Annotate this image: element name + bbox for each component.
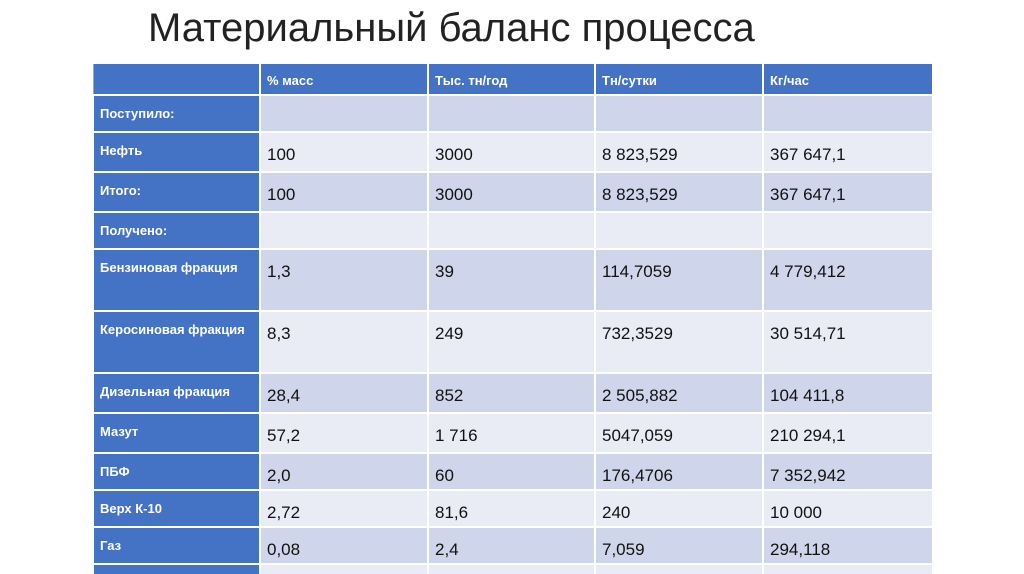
column-header: Тн/сутки	[594, 62, 764, 96]
table-cell: 60	[427, 452, 596, 491]
table-cell	[259, 211, 429, 250]
table-row: Поступило:	[92, 94, 934, 133]
table-row: Керосиновая фракция 8,3 249 732,3529 30 …	[92, 310, 934, 374]
row-label: Керосиновая фракция	[92, 310, 261, 374]
row-label: ПБФ	[92, 452, 261, 491]
table-cell	[594, 94, 764, 133]
table-cell: 249	[427, 310, 596, 374]
table-cell: 367 647,1	[762, 171, 934, 213]
table-cell: 57,2	[259, 412, 429, 454]
table-cell: 0,08	[259, 526, 429, 565]
table-cell: 10 000	[762, 489, 934, 528]
table-cell: 8,3	[259, 310, 429, 374]
row-label: Дизельная фракция	[92, 372, 261, 414]
row-label: Нефть	[92, 131, 261, 173]
row-label: Газ	[92, 526, 261, 565]
column-header: % масс	[259, 62, 429, 96]
table-cell	[259, 563, 429, 574]
table-cell: 39	[427, 248, 596, 312]
table-cell	[762, 563, 934, 574]
table-cell: 4 779,412	[762, 248, 934, 312]
column-header: Кг/час	[762, 62, 934, 96]
table-cell: 2 505,882	[594, 372, 764, 414]
table-row: Получено:	[92, 211, 934, 250]
table-row: Верх К-10 2,72 81,6 240 10 000	[92, 489, 934, 528]
table-cell: 114,7059	[594, 248, 764, 312]
table-row: Газ 0,08 2,4 7,059 294,118	[92, 526, 934, 565]
table-cell: 1,3	[259, 248, 429, 312]
row-label	[92, 563, 261, 574]
table-row: Дизельная фракция 28,4 852 2 505,882 104…	[92, 372, 934, 414]
row-label: Мазут	[92, 412, 261, 454]
slide-title: Материальный баланс процесса	[148, 6, 755, 50]
header-row: % масс Тыс. тн/год Тн/сутки Кг/час	[92, 62, 934, 96]
table-cell	[762, 94, 934, 133]
table-cell: 1 716	[427, 412, 596, 454]
table-cell: 81,6	[427, 489, 596, 528]
table-cell	[259, 94, 429, 133]
table-row: Мазут 57,2 1 716 5047,059 210 294,1	[92, 412, 934, 454]
table-cell: 30 514,71	[762, 310, 934, 374]
table-cell: 7,059	[594, 526, 764, 565]
table-cell	[594, 563, 764, 574]
column-header	[92, 62, 261, 96]
table-cell: 176,4706	[594, 452, 764, 491]
table-cell: 7 352,942	[762, 452, 934, 491]
table-cell: 3000	[427, 131, 596, 173]
row-label: Бензиновая фракция	[92, 248, 261, 312]
row-label: Итого:	[92, 171, 261, 213]
table-cell: 240	[594, 489, 764, 528]
table-cell: 8 823,529	[594, 171, 764, 213]
table-cell: 294,118	[762, 526, 934, 565]
table-row: Бензиновая фракция 1,3 39 114,7059 4 779…	[92, 248, 934, 312]
row-label: Верх К-10	[92, 489, 261, 528]
table-cell	[594, 211, 764, 250]
table-cell: 104 411,8	[762, 372, 934, 414]
table-cell: 5047,059	[594, 412, 764, 454]
table-cell	[427, 94, 596, 133]
row-label: Получено:	[92, 211, 261, 250]
material-balance-table: % масс Тыс. тн/год Тн/сутки Кг/час Посту…	[92, 62, 934, 574]
table-cell: 732,3529	[594, 310, 764, 374]
table-cell: 852	[427, 372, 596, 414]
table-cell: 28,4	[259, 372, 429, 414]
table-cell	[427, 211, 596, 250]
table-cell	[762, 211, 934, 250]
table-cell: 100	[259, 171, 429, 213]
table-row: Итого: 100 3000 8 823,529 367 647,1	[92, 171, 934, 213]
row-label: Поступило:	[92, 94, 261, 133]
table-cell: 210 294,1	[762, 412, 934, 454]
table-cell	[427, 563, 596, 574]
column-header: Тыс. тн/год	[427, 62, 596, 96]
table-cell: 2,0	[259, 452, 429, 491]
table-cell: 2,72	[259, 489, 429, 528]
table-cell: 2,4	[427, 526, 596, 565]
table-row: ПБФ 2,0 60 176,4706 7 352,942	[92, 452, 934, 491]
table-cell: 100	[259, 131, 429, 173]
table-cell: 8 823,529	[594, 131, 764, 173]
table-row	[92, 563, 934, 574]
table-row: Нефть 100 3000 8 823,529 367 647,1	[92, 131, 934, 173]
table-cell: 3000	[427, 171, 596, 213]
table-cell: 367 647,1	[762, 131, 934, 173]
